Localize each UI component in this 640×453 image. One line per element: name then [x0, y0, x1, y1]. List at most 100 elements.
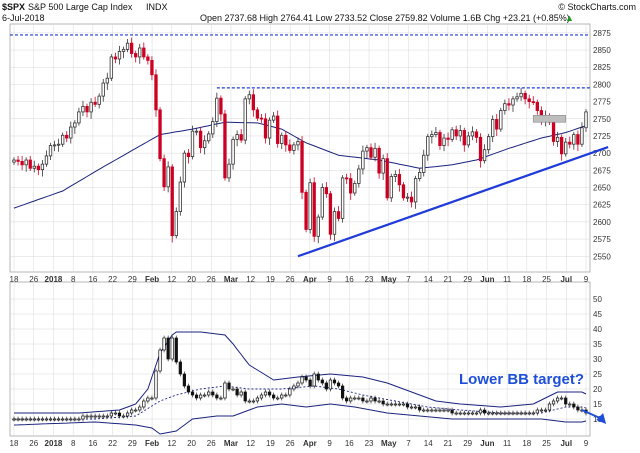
candle-body [462, 130, 466, 146]
bb-x-tick-label: Jun [480, 439, 494, 448]
vix-bar [203, 394, 207, 397]
candle-body [138, 47, 142, 58]
vix-bar [503, 412, 507, 415]
chart-index-name: S&P 500 Large Cap Index [28, 2, 133, 12]
candle-body [292, 144, 296, 151]
vix-bar [340, 385, 345, 399]
candle-body [430, 134, 434, 138]
candle-body [101, 82, 105, 97]
vix-bar [397, 403, 401, 406]
price-y-tick-label: 2650 [593, 184, 611, 193]
bb-x-tick-label: 16 [88, 439, 97, 448]
candle-body [174, 211, 178, 237]
price-y-tick-label: 2575 [593, 235, 611, 244]
vix-bar [332, 379, 337, 384]
candle-body [304, 191, 308, 230]
bb-x-tick-label: Feb [145, 439, 159, 448]
candle-body [61, 134, 65, 145]
candle-body [308, 182, 312, 230]
vix-bar [142, 400, 146, 408]
candle-body [361, 150, 365, 170]
vix-bar [170, 337, 174, 360]
candle-body [16, 159, 20, 162]
vix-bar [146, 397, 150, 402]
vix-bar [312, 373, 316, 387]
candle-body [454, 129, 458, 137]
vix-bar [40, 418, 45, 421]
vix-bar [401, 403, 406, 406]
price-x-tick-label: 2018 [45, 275, 63, 284]
candle-body [365, 147, 369, 152]
candle-body [129, 42, 134, 54]
candle-body [158, 109, 162, 160]
bb-x-tick-label: 7 [406, 439, 411, 448]
candle-body [28, 159, 32, 169]
vix-bar [276, 397, 280, 400]
candle-body [154, 74, 158, 111]
price-x-tick-label: Apr [303, 275, 317, 284]
vix-bar [414, 406, 418, 409]
price-y-tick-label: 2825 [593, 63, 611, 72]
candle-body [77, 111, 81, 124]
vix-bar [239, 391, 243, 396]
candle-body [89, 101, 93, 113]
price-x-tick-label: 23 [365, 275, 374, 284]
bb-x-tick-label: 12 [246, 439, 255, 448]
price-y-tick-label: 2700 [593, 149, 611, 158]
price-x-tick-label: 7 [406, 275, 411, 284]
bb-x-tick-label: 25 [542, 439, 551, 448]
candle-body [178, 181, 182, 212]
candle-body [450, 129, 454, 140]
vix-bar [73, 418, 77, 421]
vix-bar [535, 409, 539, 414]
candle-body [486, 136, 491, 151]
vix-bar [166, 337, 170, 360]
price-x-tick-label: 14 [424, 275, 433, 284]
candle-body [296, 141, 300, 146]
vix-bar [430, 409, 434, 412]
price-x-tick-label: 20 [187, 275, 196, 284]
vix-bars [12, 335, 588, 422]
vix-bar [69, 418, 73, 421]
vix-bar [272, 394, 276, 399]
bb-y-axis: 101520253035404550 [593, 295, 602, 424]
vix-bar [65, 418, 69, 421]
bb-x-tick-label: 18 [522, 439, 531, 448]
vix-bar [223, 382, 227, 399]
vix-bar [296, 382, 300, 387]
chart-exchange: INDX [146, 2, 168, 12]
price-x-tick-label: 19 [266, 275, 275, 284]
vix-bar [418, 406, 422, 411]
moving-average-line [13, 121, 587, 209]
price-x-tick-label: 21 [443, 275, 452, 284]
bb-x-tick-label: 9 [327, 439, 332, 448]
candle-body [105, 77, 109, 84]
vix-bar [231, 388, 235, 391]
vix-bar [438, 409, 442, 412]
candle-body [495, 119, 499, 130]
candle-body [470, 131, 475, 137]
candle-body [113, 56, 118, 60]
vix-bar [434, 409, 438, 412]
bb-x-tick-label: 26 [29, 439, 38, 448]
bb-x-tick-label: 16 [345, 439, 354, 448]
vix-bar [320, 379, 324, 384]
candle-body [316, 216, 320, 237]
vix-bar [353, 397, 357, 400]
vix-bar [450, 409, 454, 414]
vix-bar [199, 394, 203, 399]
candle-body [194, 130, 199, 133]
vix-bar [235, 388, 239, 396]
candle-body [235, 134, 239, 140]
price-x-tick-label: Jun [480, 275, 494, 284]
candle-body [328, 193, 333, 235]
vix-bar [138, 406, 142, 411]
vix-bar [560, 397, 564, 400]
candle-body [211, 121, 215, 135]
change-up-arrow-icon: ▲ [565, 13, 574, 23]
candle-body [332, 211, 337, 235]
candle-body [474, 131, 479, 138]
candle-body [20, 161, 24, 166]
price-x-tick-label: 9 [327, 275, 332, 284]
